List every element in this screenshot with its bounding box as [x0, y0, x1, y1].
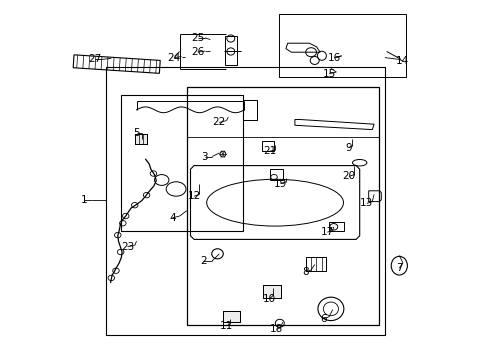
Text: 12: 12 [187, 191, 200, 201]
Text: 17: 17 [320, 227, 333, 237]
Bar [134, 134, 147, 144]
Bar [305, 257, 325, 271]
Text: 3: 3 [201, 152, 208, 162]
Text: 25: 25 [191, 33, 204, 43]
Text: 6: 6 [320, 314, 326, 324]
Text: 21: 21 [263, 146, 276, 156]
Text: 16: 16 [327, 53, 341, 63]
Bar [269, 169, 283, 180]
Text: 27: 27 [88, 54, 102, 64]
Text: 22: 22 [212, 117, 225, 127]
Bar [106, 67, 384, 335]
Text: 15: 15 [322, 69, 335, 79]
Text: 9: 9 [345, 143, 351, 153]
Text: 10: 10 [263, 294, 276, 304]
Bar [262, 285, 280, 298]
Text: 4: 4 [169, 213, 176, 223]
Text: 26: 26 [191, 47, 204, 57]
Bar [224, 36, 237, 65]
Text: 23: 23 [121, 242, 134, 252]
Bar [134, 134, 147, 144]
Bar [328, 222, 343, 231]
Bar [261, 141, 274, 151]
Bar [223, 311, 240, 322]
Text: 7: 7 [395, 263, 402, 273]
Text: 20: 20 [342, 171, 355, 181]
Text: 8: 8 [302, 267, 308, 277]
Text: 19: 19 [273, 179, 286, 189]
Text: 11: 11 [220, 321, 233, 331]
Text: 1: 1 [81, 195, 87, 205]
Text: 5: 5 [133, 128, 140, 138]
Bar [243, 100, 257, 120]
Text: 14: 14 [395, 56, 408, 66]
Bar [262, 285, 280, 298]
Bar [278, 14, 406, 77]
Bar [223, 311, 240, 322]
Text: 18: 18 [270, 324, 283, 334]
Text: 24: 24 [167, 53, 181, 63]
Text: 13: 13 [360, 198, 373, 208]
Text: 2: 2 [200, 256, 206, 266]
